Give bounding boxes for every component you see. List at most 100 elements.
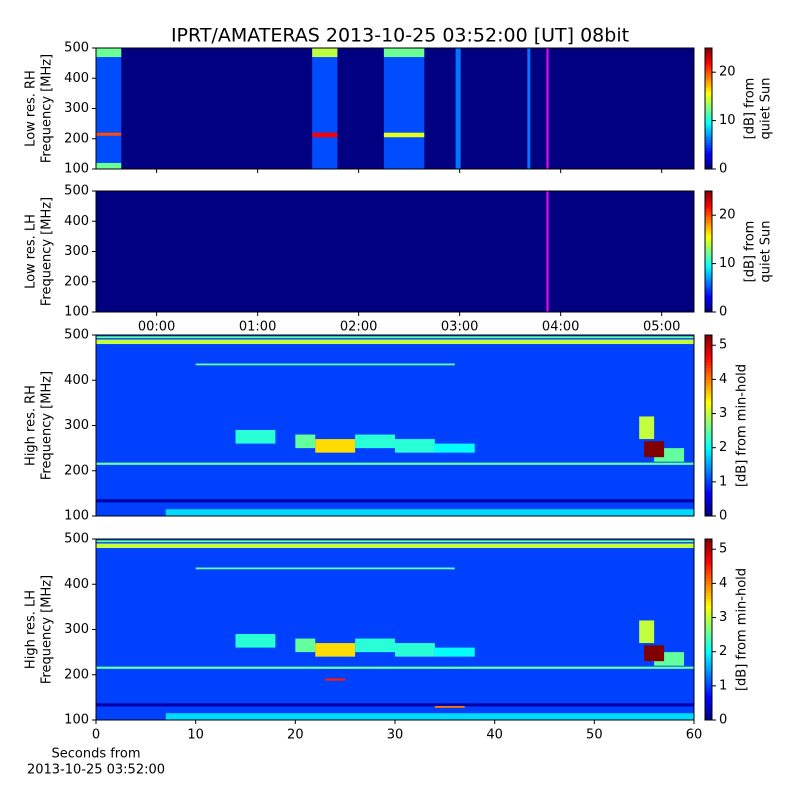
colorbar-step [705,377,712,381]
colorbar-label: quiet Sun [759,77,774,139]
colorbar-step [705,195,712,198]
heatmap-cell [96,339,694,345]
colorbar-step [705,130,712,134]
colorbar-step [705,578,712,582]
colorbar-step [705,102,712,105]
heatmap-cell [165,509,694,516]
y-axis-label: Frequency [MHz] [40,575,55,684]
y-axis-label: Frequency [MHz] [40,371,55,480]
colorbar-step [705,211,712,214]
x-tick-label: 03:00 [441,320,478,335]
y-tick-label: 100 [64,305,89,320]
colorbar-step [705,698,712,703]
y-tick-label: 200 [64,463,89,478]
heatmap-cell [165,713,694,720]
x-tick-label: 02:00 [340,320,377,335]
colorbar-step [705,257,712,261]
colorbar-step [705,431,712,436]
colorbar-step [705,158,712,162]
heatmap-cell [295,434,316,449]
colorbar-step [705,297,712,301]
colorbar-step [705,164,712,168]
colorbar-label: [dB] from min-hold [735,568,750,691]
colorbar-step [705,92,712,95]
colorbar-step [705,231,712,234]
x-tick-label: 50 [586,728,603,743]
y-tick-label: 200 [64,274,89,289]
colorbar-step [705,82,712,85]
y-tick-label: 400 [64,214,89,229]
colorbar-step [705,267,712,271]
y-tick-label: 500 [64,328,89,343]
colorbar-step [705,413,712,417]
colorbar-step [705,440,712,445]
colorbar-step [705,66,712,69]
colorbar-step [705,575,712,579]
colorbar-step [705,452,712,457]
colorbar-step [705,608,712,612]
colorbar-step [705,193,712,196]
colorbar-step [705,680,712,685]
heatmap-cell [383,48,425,58]
colorbar-step [705,341,712,345]
colorbar-step [705,285,712,289]
heatmap-cell [355,434,395,449]
heatmap-cell [395,439,435,453]
colorbar-step [705,542,712,546]
colorbar-step [705,70,712,73]
colorbar-step [705,599,712,603]
colorbar-step [705,491,712,496]
colorbar-step [705,605,712,609]
colorbar-step [705,347,712,351]
colorbar-tick-label: 4 [719,576,727,591]
colorbar-step [705,309,712,313]
colorbar-step [705,353,712,357]
heatmap-cell [325,678,346,681]
colorbar-step [705,219,712,222]
colorbar-step [705,581,712,585]
colorbar-step [705,554,712,558]
colorbar-step [705,303,712,307]
colorbar-step [705,140,712,144]
heatmap-cell [315,643,356,657]
colorbar-step [705,68,712,71]
heatmap-cell [235,634,276,648]
colorbar-step [705,590,712,594]
colorbar-step [705,259,712,263]
colorbar-step [705,58,712,61]
x-tick-label: 30 [387,728,404,743]
x-axis-label: Seconds from [51,747,140,762]
heatmap-cell [96,48,122,169]
y-tick-label: 500 [64,532,89,547]
colorbar-step [705,593,712,597]
colorbar-step [705,94,712,97]
colorbar-step [705,197,712,200]
colorbar-step [705,632,712,637]
colorbar-step [705,199,712,202]
colorbar-step [705,356,712,360]
heatmap-cell [96,462,694,465]
colorbar-step [705,416,712,420]
colorbar-tick-label: 2 [719,644,727,659]
colorbar-tick-label: 10 [719,256,736,271]
colorbar-step [705,635,712,640]
heatmap-cell [395,643,435,657]
colorbar-label: quiet Sun [759,220,774,282]
y-tick-label: 300 [64,622,89,637]
heatmap-cell [434,705,465,708]
heatmap-background [96,335,694,516]
heatmap-cell [195,363,455,366]
colorbar-step [705,362,712,366]
colorbar-step [705,136,712,140]
colorbar-step [705,611,712,615]
colorbar-step [705,110,712,114]
colorbar-step [705,701,712,706]
colorbar-step [705,686,712,691]
colorbar-step [705,671,712,676]
colorbar-step [705,482,712,487]
colorbar-step [705,494,712,499]
colorbar-step [705,152,712,156]
colorbar-step [705,620,712,624]
colorbar-step [705,138,712,142]
heatmap-cell [383,132,425,138]
